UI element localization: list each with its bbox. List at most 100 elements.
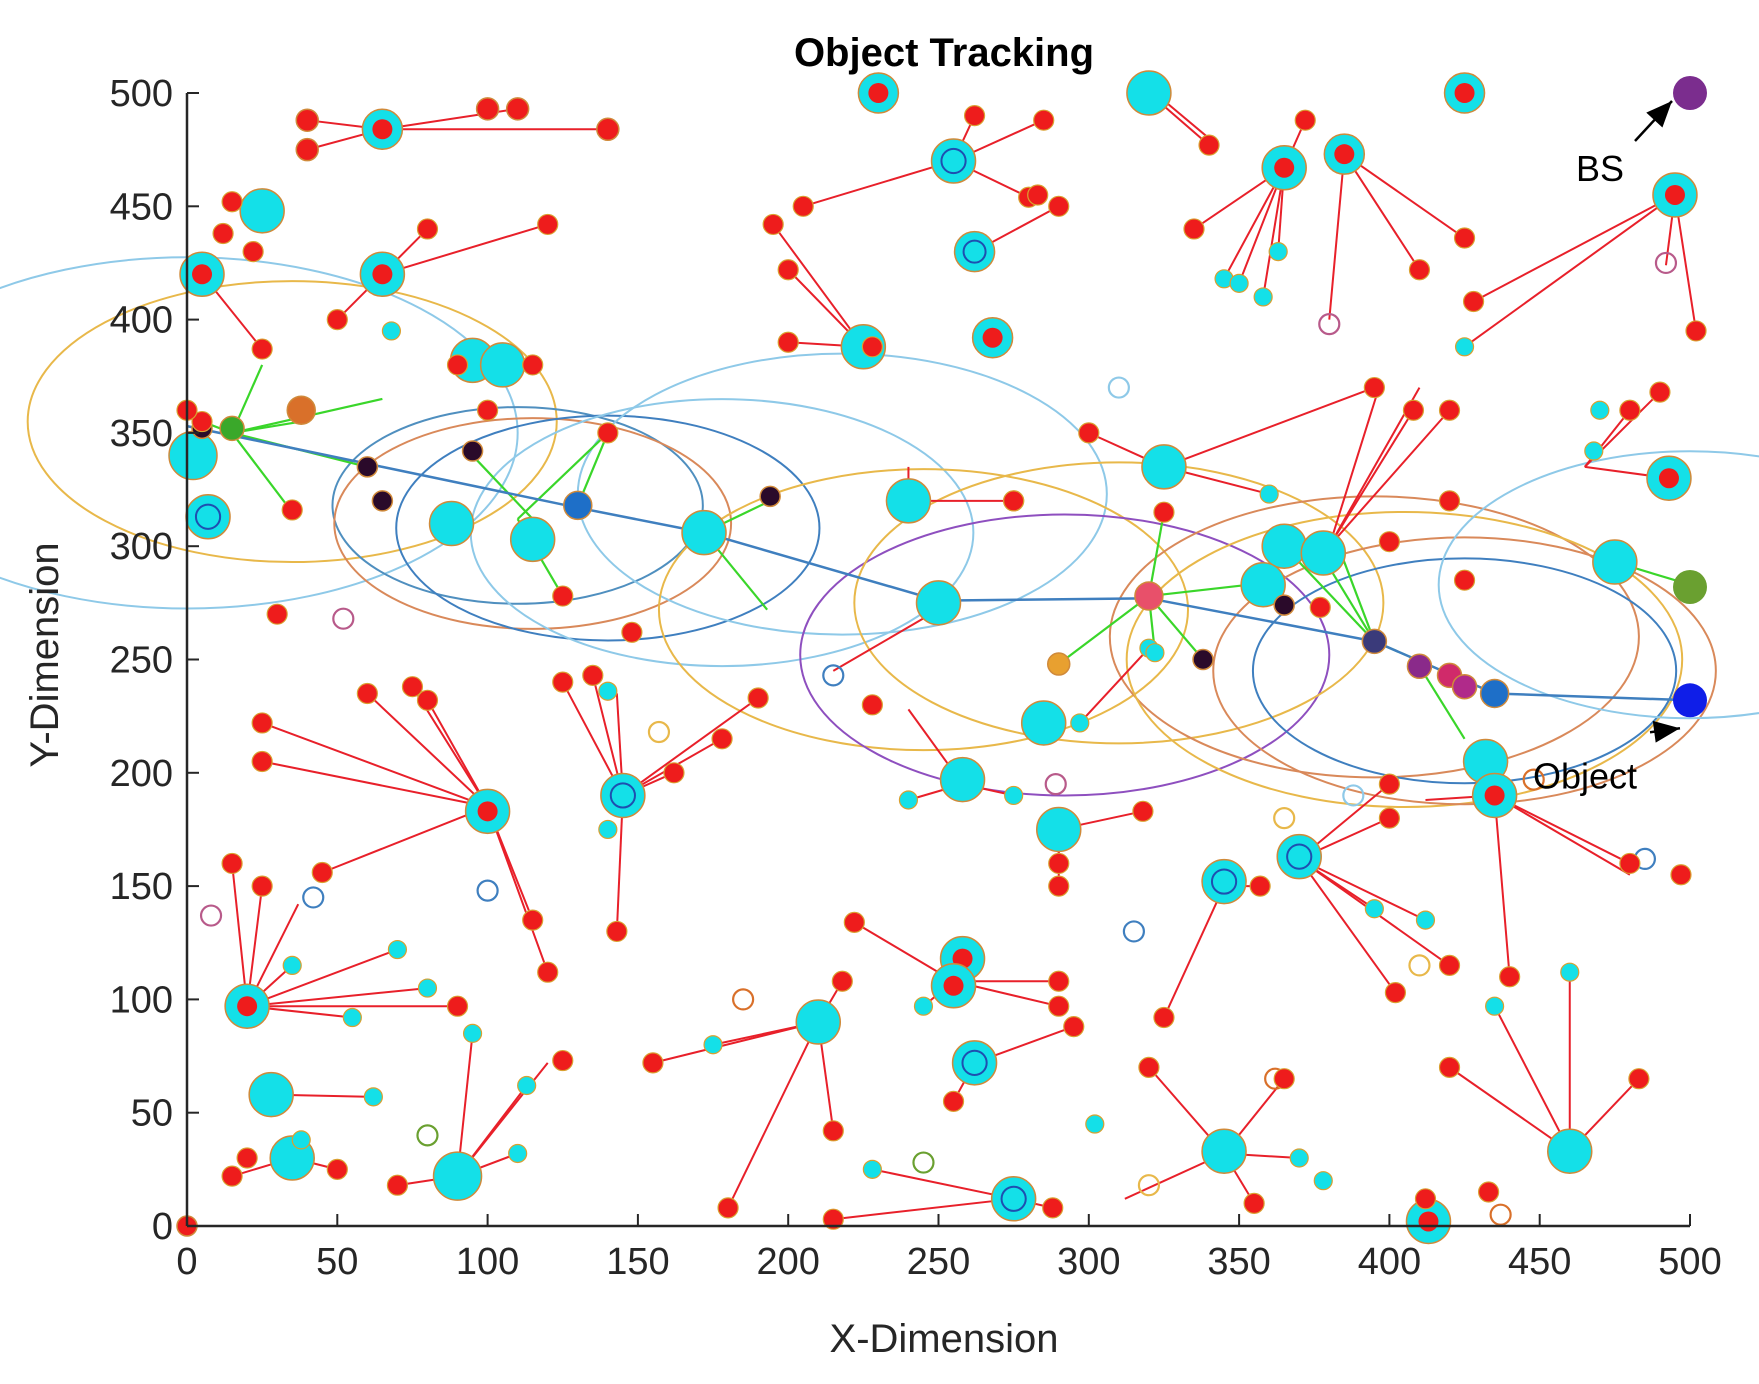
small-red-node xyxy=(1048,875,1070,897)
small-red-node xyxy=(236,1147,258,1169)
sensor-node xyxy=(295,137,319,162)
small-red-node xyxy=(831,970,853,992)
small-red-node xyxy=(822,1120,844,1142)
small-cyan-node xyxy=(1313,1171,1333,1191)
annotation-layer: BS Object xyxy=(1533,100,1681,796)
small-red-node xyxy=(221,191,243,213)
sensor-node xyxy=(1134,581,1164,611)
small-cyan-node xyxy=(508,1143,528,1164)
red-link xyxy=(1328,409,1451,547)
sensor-node-ring xyxy=(961,1049,988,1076)
sensor-node-core xyxy=(1658,468,1679,489)
small-red-node xyxy=(1438,490,1461,512)
small-red-node xyxy=(1078,422,1100,444)
small-red-node xyxy=(212,222,234,245)
sensor-node xyxy=(475,97,500,121)
sensing-range-circle xyxy=(333,417,733,630)
y-tick-label: 400 xyxy=(110,300,173,342)
red-link xyxy=(246,948,398,1008)
small-red-node xyxy=(1408,259,1431,281)
green-link xyxy=(471,454,534,520)
x-tick-label: 250 xyxy=(907,1241,970,1283)
small-red-node xyxy=(606,920,628,943)
small-red-node xyxy=(446,995,469,1017)
hollow-node xyxy=(1044,773,1067,796)
sensor-node xyxy=(286,395,316,425)
sensor-node xyxy=(563,490,593,521)
small-red-node xyxy=(1363,376,1385,399)
object-annotation: Object xyxy=(1533,755,1637,796)
small-red-node xyxy=(1033,109,1055,131)
small-red-node xyxy=(446,354,469,376)
small-red-node xyxy=(1438,399,1461,421)
small-red-node xyxy=(1249,875,1271,897)
small-cyan-node xyxy=(381,321,402,341)
sensor-node-core xyxy=(1334,144,1355,165)
sensor-node-ring xyxy=(962,239,987,264)
sensor-node xyxy=(930,138,977,184)
small-cyan-node xyxy=(703,1035,723,1055)
sensor-node xyxy=(1479,678,1510,709)
small-red-node xyxy=(552,671,574,693)
sensor-node xyxy=(885,478,932,524)
small-red-node xyxy=(963,105,986,127)
bs-annotation: BS xyxy=(1576,148,1624,189)
y-tick-label: 0 xyxy=(152,1206,173,1248)
y-tick-label: 500 xyxy=(110,73,173,115)
sensor-node xyxy=(759,485,781,508)
small-cyan-node xyxy=(1590,400,1610,420)
hollow-node xyxy=(199,904,223,927)
small-red-node xyxy=(281,499,303,521)
small-red-node xyxy=(621,621,643,643)
small-red-node xyxy=(777,259,799,281)
sensor-node xyxy=(185,493,231,540)
hollow-node xyxy=(332,607,355,630)
sensor-node xyxy=(1035,806,1082,853)
sensor-node xyxy=(1547,1128,1593,1174)
sensor-node xyxy=(1361,628,1388,655)
small-cyan-node xyxy=(1485,996,1505,1016)
x-tick-label: 200 xyxy=(756,1241,819,1283)
sensing-range-circle xyxy=(0,256,519,610)
small-red-node xyxy=(597,422,619,444)
small-red-node xyxy=(1243,1192,1265,1214)
small-red-node xyxy=(1414,1188,1437,1210)
y-tick-label: 350 xyxy=(110,413,173,455)
red-link xyxy=(382,223,549,276)
chart-title: Object Tracking xyxy=(794,31,1094,75)
green-link xyxy=(1058,595,1150,665)
small-red-node xyxy=(1462,290,1485,313)
small-red-node xyxy=(1378,531,1401,553)
small-red-node xyxy=(251,712,273,734)
sensing-range-circle xyxy=(576,352,1108,636)
sensor-node xyxy=(1201,1128,1247,1174)
small-red-node xyxy=(401,676,424,698)
red-link xyxy=(832,608,940,672)
sensor-node xyxy=(461,440,484,462)
special-points-layer xyxy=(1673,76,1707,718)
small-red-node xyxy=(537,213,559,236)
small-red-node xyxy=(1138,1056,1160,1078)
small-red-node xyxy=(1153,1006,1175,1029)
red-link xyxy=(321,805,488,874)
object-marker xyxy=(1673,683,1707,718)
small-red-node xyxy=(1378,807,1401,829)
sensor-node-core xyxy=(1418,1211,1439,1232)
sensing-range-circle xyxy=(657,468,1189,752)
hollow-node xyxy=(476,879,499,902)
small-red-node xyxy=(1132,800,1154,822)
small-cyan-node xyxy=(1229,273,1249,293)
sensing-range-circle xyxy=(1251,557,1678,785)
small-red-node xyxy=(861,694,883,716)
sensing-range-circle xyxy=(1212,536,1717,806)
small-red-node xyxy=(552,585,574,607)
small-red-node xyxy=(1003,490,1025,512)
small-red-node xyxy=(477,399,499,421)
small-red-node xyxy=(552,1049,574,1072)
small-cyan-node xyxy=(363,1087,383,1107)
sensor-node xyxy=(505,97,530,121)
sensor-node xyxy=(371,490,394,512)
small-red-node xyxy=(1048,995,1070,1017)
hollow-node xyxy=(1654,251,1678,275)
small-cyan-node xyxy=(1454,337,1475,357)
